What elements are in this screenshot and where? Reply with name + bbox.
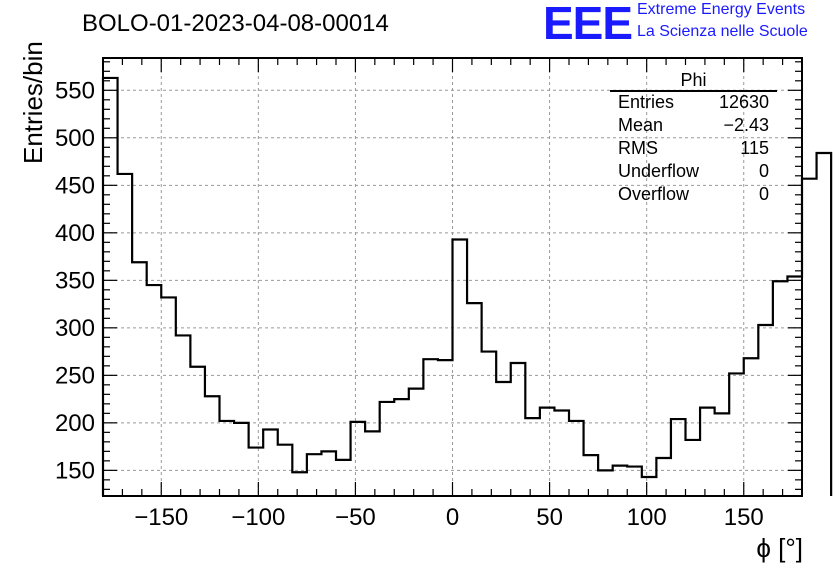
x-tick-label: −100 [231,504,285,531]
chart-title: BOLO-01-2023-04-08-00014 [82,10,389,37]
axis-ticks [102,58,803,496]
logo-line-1: Extreme Energy Events [637,1,806,18]
stats-label: Underflow [618,161,700,181]
y-tick-label: 250 [55,362,95,389]
eee-logo: EEE [543,0,633,49]
stats-label: Overflow [618,184,690,204]
x-tick-label: −50 [335,504,376,531]
y-axis-label: Entries/bin [18,41,48,164]
stats-label: Entries [618,92,675,112]
x-tick-label: 100 [627,504,667,531]
stats-row-underflow: Underflow 0 [610,161,777,184]
stats-header: Phi [610,70,777,92]
stats-value: 0 [758,161,769,181]
y-tick-label: 200 [55,410,95,437]
y-tick-label: 300 [55,315,95,342]
histogram-series [101,76,833,496]
x-tick-label: −150 [134,504,188,531]
y-tick-label: 500 [55,125,95,152]
y-tick-label: 450 [55,172,95,199]
y-tick-label: 350 [55,267,95,294]
y-tick-label: 150 [55,457,95,484]
stats-row-rms: RMS 115 [610,138,777,161]
stats-label: Mean [618,115,664,135]
y-tick-label: 550 [55,77,95,104]
stats-box: Phi Entries 12630 Mean −2.43 RMS 115 Und… [610,70,777,207]
stats-value: 115 [740,138,769,158]
x-tick-label: 150 [724,504,764,531]
x-tick-label: 50 [536,504,563,531]
stats-row-overflow: Overflow 0 [610,184,777,207]
x-tick-label: 0 [446,504,459,531]
stats-value: 12630 [718,92,769,112]
logo-line-2: La Scienza nelle Scuole [637,23,808,40]
tick-labels: −150 −100 −50 0 50 100 150 150 200 250 300 350 400 45… [55,77,764,531]
x-axis-label: ϕ [°] [756,533,803,563]
stats-value: 0 [758,184,769,204]
stats-label: RMS [618,138,658,158]
stats-row-mean: Mean −2.43 [610,115,777,138]
y-tick-label: 400 [55,220,95,247]
stats-row-entries: Entries 12630 [610,92,777,115]
stats-value: −2.43 [723,115,769,135]
